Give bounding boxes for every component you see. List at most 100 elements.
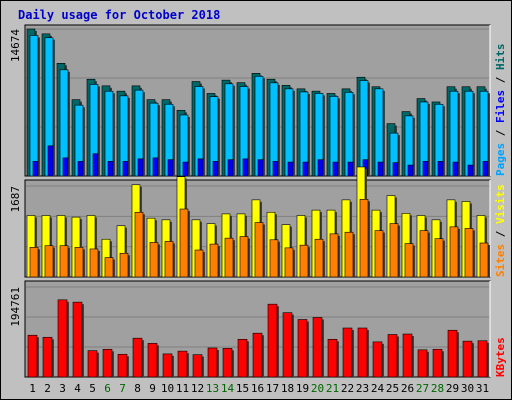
bar-pages-day-12 [197, 158, 205, 177]
bar-sites-day-1 [29, 247, 40, 278]
bar-sites-day-4 [74, 247, 85, 278]
x-tick-label-day-6: 6 [104, 382, 111, 395]
x-tick-label-day-17: 17 [266, 382, 279, 395]
bar-sites-day-6 [104, 257, 115, 278]
bar-pages-day-15 [242, 158, 250, 177]
bar-kbytes-day-15 [237, 338, 249, 378]
x-tick-label-day-9: 9 [149, 382, 156, 395]
bar-kbytes-day-14 [222, 348, 234, 378]
bar-kbytes-day-18 [282, 312, 294, 378]
bar-sites-day-30 [464, 228, 475, 278]
bar-sites-day-19 [299, 244, 310, 278]
x-tick-label-day-21: 21 [326, 382, 339, 395]
bar-sites-day-21 [329, 233, 340, 278]
bar-pages-day-17 [272, 161, 280, 177]
bar-sites-day-5 [89, 248, 100, 278]
bar-pages-day-27 [422, 161, 430, 177]
bar-sites-day-16 [254, 222, 265, 278]
bar-kbytes-day-31 [477, 340, 489, 378]
bar-sites-day-26 [404, 243, 415, 278]
bar-sites-day-29 [449, 226, 460, 278]
ytick-label-hits: 14674 [9, 29, 22, 62]
bar-kbytes-day-28 [432, 348, 444, 378]
bar-pages-day-1 [32, 161, 40, 177]
bar-kbytes-day-20 [312, 317, 324, 378]
x-tick-label-day-26: 26 [401, 382, 414, 395]
bar-sites-day-9 [149, 242, 160, 278]
ytick-label-visits: 1687 [9, 186, 22, 213]
legend-entry-hits-3: / [494, 70, 507, 90]
bar-kbytes-day-5 [87, 350, 99, 378]
bar-pages-day-22 [347, 161, 355, 177]
x-tick-label-day-29: 29 [446, 382, 459, 395]
bar-sites-day-22 [344, 231, 355, 278]
bar-kbytes-day-16 [252, 332, 264, 378]
legend-entry-visits-0: Sites [494, 244, 507, 277]
bar-kbytes-day-25 [387, 334, 399, 378]
x-tick-label-day-10: 10 [161, 382, 174, 395]
legend-kbytes: KBytes [494, 337, 507, 377]
bar-files-day-30 [464, 90, 475, 177]
x-tick-label-day-5: 5 [89, 382, 96, 395]
x-tick-label-day-2: 2 [44, 382, 51, 395]
bar-sites-day-28 [434, 238, 445, 278]
legend-entry-hits-4: Hits [494, 44, 507, 71]
bar-pages-day-26 [407, 164, 415, 177]
x-tick-label-day-27: 27 [416, 382, 429, 395]
bar-sites-day-20 [314, 238, 325, 278]
x-tick-label-day-15: 15 [236, 382, 249, 395]
bar-kbytes-day-10 [162, 353, 174, 378]
bar-sites-day-27 [419, 230, 430, 278]
bar-pages-day-19 [302, 161, 310, 177]
x-tick-label-day-7: 7 [119, 382, 126, 395]
bar-sites-day-17 [269, 239, 280, 278]
ytick-label-kbytes: 194761 [9, 287, 22, 327]
bar-kbytes-day-11 [177, 350, 189, 378]
bar-pages-day-18 [287, 161, 295, 177]
bar-pages-day-20 [317, 159, 325, 177]
x-tick-label-day-3: 3 [59, 382, 66, 395]
bar-sites-day-18 [284, 247, 295, 278]
legend-visits: Sites / Visits [494, 184, 507, 277]
bar-pages-day-21 [332, 161, 340, 177]
bar-sites-day-24 [374, 230, 385, 278]
x-tick-label-day-22: 22 [341, 382, 354, 395]
bar-sites-day-10 [164, 241, 175, 278]
bar-pages-day-11 [182, 161, 190, 177]
x-tick-label-day-16: 16 [251, 382, 264, 395]
bar-sites-day-3 [59, 245, 70, 278]
bar-kbytes-day-4 [72, 301, 84, 378]
bar-pages-day-6 [107, 161, 115, 177]
bar-files-day-1 [29, 35, 40, 177]
x-tick-label-day-19: 19 [296, 382, 309, 395]
bar-kbytes-day-26 [402, 333, 414, 378]
legend-entry-hits-0: Pages [494, 143, 507, 176]
x-tick-label-day-4: 4 [74, 382, 81, 395]
bar-pages-day-14 [227, 159, 235, 177]
bar-pages-day-24 [377, 161, 385, 177]
legend-hits: Pages / Files / Hits [494, 44, 507, 177]
bar-sites-day-14 [224, 237, 235, 278]
bar-kbytes-day-22 [342, 327, 354, 378]
bar-kbytes-day-12 [192, 354, 204, 378]
bar-pages-day-4 [77, 161, 85, 177]
bar-pages-day-9 [152, 157, 160, 177]
bar-pages-day-29 [452, 161, 460, 177]
x-tick-label-day-8: 8 [134, 382, 141, 395]
bar-sites-day-31 [479, 242, 490, 278]
bar-sites-day-13 [209, 243, 220, 278]
bar-pages-day-30 [467, 164, 475, 177]
x-tick-label-day-23: 23 [356, 382, 369, 395]
bar-kbytes-day-2 [42, 336, 54, 378]
bar-kbytes-day-29 [447, 329, 459, 378]
x-tick-label-day-11: 11 [176, 382, 189, 395]
bar-kbytes-day-7 [117, 353, 129, 378]
legend-entry-visits-2: Visits [494, 184, 507, 224]
x-tick-label-day-1: 1 [29, 382, 36, 395]
legend-entry-visits-1: / [494, 224, 507, 244]
x-tick-label-day-20: 20 [311, 382, 324, 395]
legend-entry-kbytes-0: KBytes [494, 337, 507, 377]
bar-pages-day-13 [212, 161, 220, 177]
bar-kbytes-day-3 [57, 299, 69, 378]
bar-sites-day-23 [359, 199, 370, 278]
